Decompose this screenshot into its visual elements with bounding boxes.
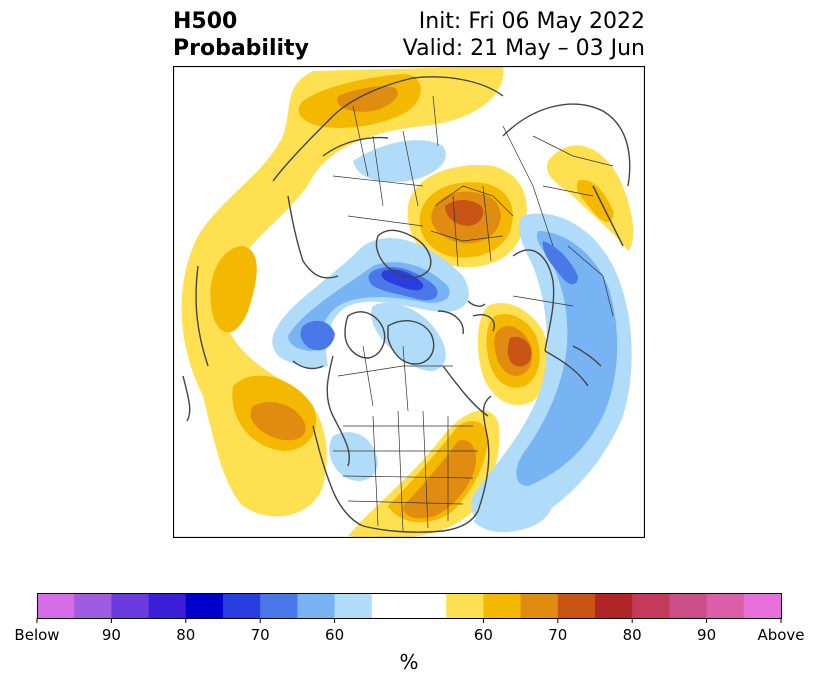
map-title: H500 Probability [173, 8, 309, 62]
colorbar-ticks: Below 90 80 70 60 60 70 80 90 Above [14, 618, 805, 644]
colorbar-swatch [706, 593, 745, 618]
colorbar-swatch [743, 593, 782, 618]
colorbar-swatch [669, 593, 707, 618]
polar-probability-map [173, 66, 645, 538]
colorbar-swatch [37, 593, 75, 618]
colorbar-tick-label: 80 [623, 626, 642, 644]
title-metric: Probability [173, 36, 309, 61]
colorbar-tick-label: 90 [697, 626, 716, 644]
colorbar-tick-label: 80 [176, 626, 195, 644]
colorbar-tick-label: Below [14, 626, 59, 644]
colorbar-tick-label: 60 [474, 626, 493, 644]
valid-range: Valid: 21 May – 03 Jun [402, 36, 645, 61]
colorbar-unit: % [399, 650, 418, 674]
colorbar: Below 90 80 70 60 60 70 80 90 Above % [14, 593, 805, 674]
colorbar-swatch [483, 593, 521, 618]
colorbar-swatch [446, 593, 484, 618]
colorbar-frame [37, 593, 782, 619]
colorbar-swatch [223, 593, 261, 618]
colorbar-swatch [632, 593, 670, 618]
below-normal-shading [173, 140, 632, 533]
coastlines [182, 76, 631, 533]
colorbar-swatch [185, 593, 224, 618]
colorbar-swatch [595, 593, 633, 618]
colorbar-swatches [37, 593, 782, 618]
above-normal-shading [181, 66, 634, 538]
colorbar-tick-label: 90 [102, 626, 121, 644]
colorbar-swatch [260, 593, 298, 618]
title-variable: H500 [173, 9, 238, 34]
colorbar-swatch [557, 593, 596, 618]
colorbar-swatch [148, 593, 187, 618]
colorbar-swatch [334, 593, 373, 618]
colorbar-tick-label: Above [757, 626, 804, 644]
map-dates: Init: Fri 06 May 2022 Valid: 21 May – 03… [403, 8, 645, 62]
map-frame [173, 66, 645, 538]
colorbar-tick-label: 70 [251, 626, 270, 644]
colorbar-tick-label: 70 [548, 626, 567, 644]
colorbar-swatch [74, 593, 112, 618]
colorbar-tick-label: 60 [325, 626, 344, 644]
colorbar-swatch [297, 593, 335, 618]
colorbar-swatch [520, 593, 559, 618]
colorbar-swatch [409, 593, 447, 618]
colorbar-swatch [371, 593, 410, 618]
colorbar-swatch [111, 593, 149, 618]
political-borders [332, 95, 614, 532]
init-date: Init: Fri 06 May 2022 [418, 9, 645, 34]
